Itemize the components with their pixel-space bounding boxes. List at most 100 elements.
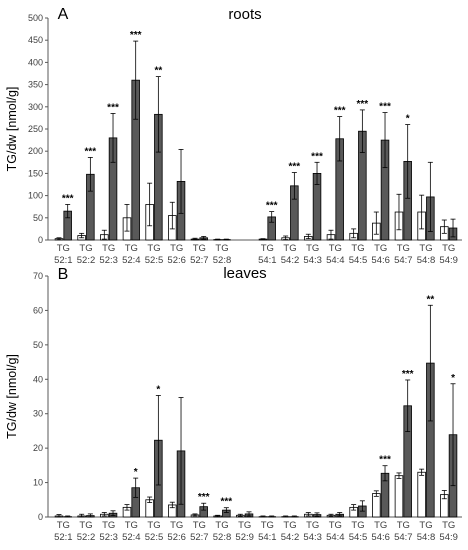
significance-label: *** [221, 497, 233, 508]
x-tick-label: 52:5 [145, 255, 164, 266]
y-axis-label: TG/dw [nmol/g] [5, 354, 19, 439]
significance-label: *** [334, 106, 346, 117]
x-tick-label: 54:9 [439, 532, 458, 543]
chart-title: roots [228, 6, 261, 23]
y-tick-label: 50 [33, 213, 43, 223]
significance-label: *** [379, 102, 391, 113]
x-tick-label: TG [261, 243, 274, 254]
y-tick-label: 100 [28, 191, 43, 201]
y-tick-label: 300 [28, 102, 43, 112]
y-tick-label: 60 [33, 305, 43, 315]
significance-label: *** [311, 151, 323, 162]
x-tick-label: TG [442, 243, 455, 254]
significance-label: *** [357, 99, 369, 110]
x-tick-label: 54:1 [258, 532, 277, 543]
x-tick-label: 54:5 [349, 532, 368, 543]
y-tick-label: 400 [28, 57, 43, 67]
x-tick-label: 54:4 [326, 532, 345, 543]
x-tick-label: 54:3 [303, 532, 322, 543]
panel-letter: B [58, 266, 69, 283]
x-tick-label: 52:2 [77, 532, 96, 543]
x-tick-label: TG [397, 520, 410, 531]
significance-label: *** [379, 455, 391, 466]
significance-label: * [451, 373, 455, 384]
x-tick-label: 54:8 [417, 532, 436, 543]
x-tick-label: 54:4 [326, 255, 345, 266]
x-tick-label: 52:3 [99, 532, 118, 543]
x-tick-label: 54:7 [394, 255, 413, 266]
x-tick-label: 54:8 [417, 255, 436, 266]
x-tick-label: 54:2 [281, 532, 300, 543]
x-tick-label: TG [125, 520, 138, 531]
x-tick-label: TG [329, 243, 342, 254]
x-tick-label: 52:3 [99, 255, 118, 266]
y-tick-label: 10 [33, 478, 43, 488]
x-tick-label: 52:6 [167, 532, 186, 543]
x-tick-label: 54:5 [349, 255, 368, 266]
significance-label: *** [266, 201, 278, 212]
x-tick-label: TG [147, 243, 160, 254]
x-tick-label: TG [238, 520, 251, 531]
x-tick-label: TG [57, 243, 70, 254]
x-tick-label: TG [193, 520, 206, 531]
x-tick-label: 52:7 [190, 255, 209, 266]
significance-label: *** [402, 369, 414, 380]
x-tick-label: 52:4 [122, 255, 141, 266]
x-tick-label: TG [57, 520, 70, 531]
x-tick-label: 54:6 [371, 255, 390, 266]
x-tick-label: TG [419, 520, 432, 531]
y-tick-label: 150 [28, 168, 43, 178]
y-tick-label: 0 [38, 512, 43, 522]
x-tick-label: TG [261, 520, 274, 531]
x-tick-label: TG [79, 520, 92, 531]
significance-label: * [134, 467, 138, 478]
significance-label: *** [198, 492, 210, 503]
x-tick-label: 54:7 [394, 532, 413, 543]
significance-label: * [406, 114, 410, 125]
significance-label: ** [426, 294, 434, 305]
x-tick-label: 54:3 [303, 255, 322, 266]
y-tick-label: 50 [33, 340, 43, 350]
x-tick-label: TG [397, 243, 410, 254]
significance-label: *** [107, 102, 119, 113]
x-tick-label: TG [351, 520, 364, 531]
y-tick-label: 250 [28, 124, 43, 134]
x-tick-label: TG [306, 243, 319, 254]
x-tick-label: TG [329, 520, 342, 531]
y-tick-label: 500 [28, 13, 43, 23]
y-axis-label: TG/dw [nmol/g] [5, 87, 19, 172]
chart-title: leaves [223, 265, 266, 282]
y-tick-label: 450 [28, 35, 43, 45]
significance-label: *** [85, 146, 97, 157]
x-tick-label: TG [147, 520, 160, 531]
x-tick-label: TG [215, 243, 228, 254]
x-tick-label: TG [193, 243, 206, 254]
x-tick-label: TG [102, 520, 115, 531]
bar [394, 475, 404, 518]
x-tick-label: TG [351, 243, 364, 254]
x-tick-label: TG [125, 243, 138, 254]
x-tick-label: TG [374, 243, 387, 254]
x-tick-label: 52:8 [213, 532, 232, 543]
y-tick-label: 0 [38, 235, 43, 245]
significance-label: ** [154, 66, 162, 77]
significance-label: *** [130, 30, 142, 41]
x-tick-label: 52:7 [190, 532, 209, 543]
y-tick-label: 20 [33, 443, 43, 453]
x-tick-label: 52:2 [77, 255, 96, 266]
x-tick-label: TG [306, 520, 319, 531]
y-tick-label: 70 [33, 271, 43, 281]
significance-label: *** [289, 162, 301, 173]
x-tick-label: 52:4 [122, 532, 141, 543]
x-tick-label: TG [374, 520, 387, 531]
panel-letter: A [58, 6, 69, 23]
x-tick-label: TG [419, 243, 432, 254]
x-tick-label: 52:5 [145, 532, 164, 543]
x-tick-label: TG [170, 243, 183, 254]
x-tick-label: TG [102, 243, 115, 254]
significance-label: *** [62, 193, 74, 204]
x-tick-label: TG [215, 520, 228, 531]
x-tick-label: 54:9 [439, 255, 458, 266]
